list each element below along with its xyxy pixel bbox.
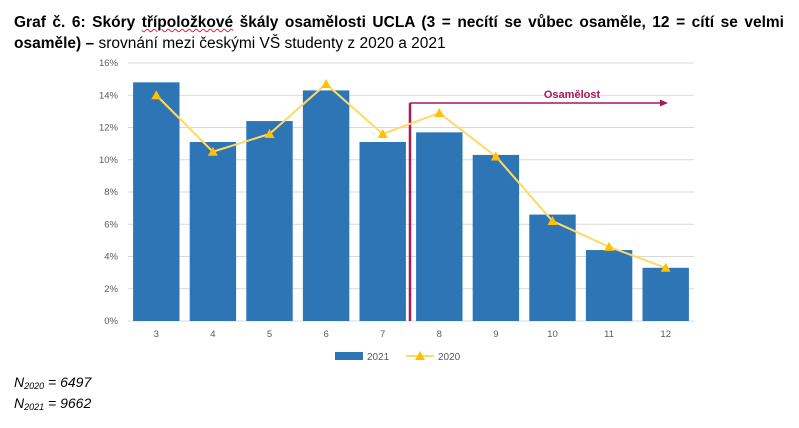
x-tick-label: 7 [380, 329, 385, 340]
n2021-label: N [14, 395, 25, 411]
y-tick-label: 14% [99, 90, 119, 101]
y-tick-label: 12% [99, 123, 119, 134]
line-point [321, 78, 332, 88]
x-tick-label: 11 [604, 329, 614, 340]
bar [642, 267, 689, 321]
n2021-sub: 2021 [24, 402, 45, 412]
n2020-label: N [14, 374, 25, 390]
line-point [547, 216, 558, 226]
title-rest: škály osamělosti UCLA (3 = necítí se vůb… [14, 14, 784, 52]
bar [133, 82, 180, 321]
bar [472, 154, 520, 321]
line-point [660, 262, 671, 272]
x-tick-label: 4 [210, 329, 215, 340]
y-tick-label: 16% [99, 58, 119, 69]
legend-label-2021: 2021 [367, 352, 390, 363]
n2020-sub: 2020 [24, 381, 45, 391]
y-tick-label: 4% [104, 252, 118, 263]
title-wavy-word: třípoložkové [141, 14, 234, 31]
n2020-value: = 6497 [44, 374, 92, 390]
bar [359, 142, 406, 321]
chart-title: Graf č. 6: Skóry třípoložkové škály osam… [14, 12, 784, 54]
bar [529, 214, 576, 321]
legend-label-2020: 2020 [438, 352, 461, 363]
line-point [434, 107, 445, 117]
annotation-arrow-head [660, 99, 668, 107]
legend-swatch-2021 [335, 352, 363, 360]
bar [189, 142, 237, 321]
n2020-note: N2020 = 6497 [14, 374, 91, 391]
y-tick-label: 10% [99, 155, 119, 166]
line-2020 [155, 82, 667, 269]
line-point [604, 241, 615, 251]
x-tick-label: 3 [154, 329, 159, 340]
x-tick-label: 5 [267, 329, 272, 340]
line-point [264, 128, 275, 138]
title-subtitle: srovnání mezi českými VŠ studenty z 2020… [98, 35, 446, 52]
n2021-note: N2021 = 9662 [14, 395, 91, 412]
legend-marker-2020 [415, 351, 425, 360]
y-tick-label: 6% [104, 219, 118, 230]
annotation-label: Osamělost [544, 89, 601, 101]
line-point [490, 151, 501, 161]
bar [302, 90, 350, 321]
y-tick-label: 8% [104, 187, 118, 198]
x-tick-label: 10 [547, 329, 558, 340]
title-prefix: Graf č. 6: Skóry [14, 14, 142, 31]
line-point [377, 128, 388, 138]
x-tick-label: 6 [323, 329, 328, 340]
y-tick-label: 2% [104, 284, 118, 295]
line-point [151, 90, 162, 100]
x-tick-label: 9 [493, 329, 498, 340]
bar [416, 132, 463, 321]
line-point [207, 146, 218, 156]
x-tick-label: 12 [660, 329, 671, 340]
y-tick-label: 0% [104, 316, 118, 327]
bar [246, 121, 293, 321]
x-tick-label: 8 [437, 329, 442, 340]
n2021-value: = 9662 [44, 395, 92, 411]
bar [585, 250, 633, 321]
